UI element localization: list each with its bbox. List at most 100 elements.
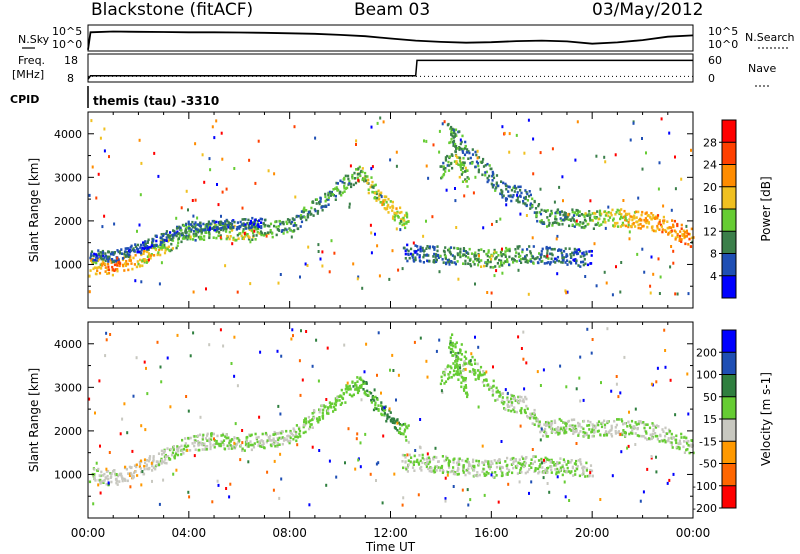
echo-cell: [500, 259, 503, 263]
echo-cell: [557, 259, 561, 263]
echo-cell: [379, 201, 382, 204]
echo-cell: [448, 346, 451, 349]
echo-cell: [500, 191, 503, 195]
echo-cell: [292, 434, 295, 437]
echo-cell: [462, 247, 465, 250]
echo-cell: [276, 437, 279, 440]
echo-cell: [503, 407, 506, 410]
echo-cell: [583, 218, 587, 222]
echo-cell: [555, 427, 558, 431]
echo-cell: [142, 252, 145, 255]
echo-cell: [252, 445, 256, 449]
echo-cell: [151, 241, 154, 244]
echo-cell: [405, 467, 408, 471]
echo-cell: [619, 432, 622, 436]
echo-cell: [525, 204, 528, 208]
echo-cell: [144, 428, 147, 432]
echo-cell: [108, 155, 110, 159]
echo-cell: [462, 464, 465, 467]
echo-cell: [194, 223, 197, 227]
echo-cell: [171, 239, 175, 242]
echo-cell: [651, 436, 654, 440]
colorbar-tick-label: 4: [710, 270, 717, 283]
echo-cell: [506, 405, 510, 409]
echo-cell: [348, 205, 351, 209]
echo-cell: [618, 209, 621, 213]
echo-cell: [452, 140, 455, 144]
echo-cell: [172, 229, 175, 232]
echo-cell: [450, 260, 453, 263]
echo-cell: [215, 236, 218, 240]
echo-cell: [221, 433, 225, 437]
echo-cell: [476, 471, 479, 474]
echo-cell: [319, 197, 322, 200]
echo-cell: [213, 439, 216, 442]
echo-cell: [230, 362, 233, 365]
echo-cell: [580, 260, 583, 264]
echo-cell: [525, 456, 528, 459]
echo-cell: [394, 214, 397, 217]
echo-cell: [317, 379, 320, 383]
echo-cell: [650, 212, 653, 215]
echo-cell: [650, 382, 653, 386]
echo-cell: [669, 231, 672, 234]
echo-cell: [537, 471, 540, 475]
echo-cell: [538, 423, 542, 426]
echo-cell: [457, 156, 460, 159]
echo-cell: [172, 236, 175, 239]
echo-cell: [508, 185, 511, 189]
echo-cell: [607, 219, 610, 222]
echo-cell: [595, 154, 598, 158]
echo-cell: [555, 472, 558, 476]
echo-cell: [230, 438, 233, 441]
echo-cell: [212, 432, 215, 436]
colorbar-swatch: [722, 441, 736, 464]
echo-cell: [132, 256, 135, 260]
echo-cell: [290, 220, 294, 224]
echo-cell: [508, 255, 511, 259]
echo-cell: [216, 227, 219, 231]
echo-cell: [140, 249, 143, 252]
echo-cell: [305, 209, 308, 212]
echo-cell: [331, 193, 334, 196]
echo-cell: [88, 290, 91, 294]
echo-cell: [506, 471, 509, 475]
echo-cell: [163, 246, 166, 249]
echo-cell: [582, 468, 585, 472]
echo-cell: [380, 404, 383, 407]
echo-cell: [617, 395, 620, 399]
echo-cell: [634, 443, 637, 446]
echo-cell: [571, 424, 574, 427]
echo-cell: [433, 470, 437, 473]
echo-cell: [373, 191, 377, 195]
echo-cell: [488, 467, 492, 471]
echo-cell: [454, 128, 458, 132]
echo-cell: [457, 365, 460, 368]
echo-cell: [259, 444, 262, 448]
echo-cell: [651, 432, 654, 436]
echo-cell: [351, 176, 354, 180]
echo-cell: [688, 451, 691, 455]
echo-cell: [504, 255, 507, 258]
echo-cell: [165, 236, 168, 239]
echo-cell: [548, 221, 551, 225]
echo-cell: [554, 464, 558, 467]
echo-cell: [208, 226, 212, 229]
echo-cell: [617, 418, 620, 421]
echo-cell: [468, 370, 471, 373]
echo-cell: [188, 229, 191, 233]
echo-cell: [493, 248, 496, 252]
echo-cell: [492, 266, 495, 269]
echo-cell: [158, 502, 161, 506]
echo-cell: [519, 409, 522, 413]
echo-cell: [117, 258, 120, 261]
echo-cell: [411, 256, 414, 259]
echo-cell: [601, 421, 604, 425]
echo-cell: [536, 418, 539, 421]
echo-cell: [571, 426, 574, 429]
echo-cell: [92, 267, 95, 271]
echo-cell: [537, 423, 540, 426]
echo-cell: [566, 420, 569, 424]
echo-cell: [180, 233, 183, 237]
echo-cell: [327, 412, 330, 415]
